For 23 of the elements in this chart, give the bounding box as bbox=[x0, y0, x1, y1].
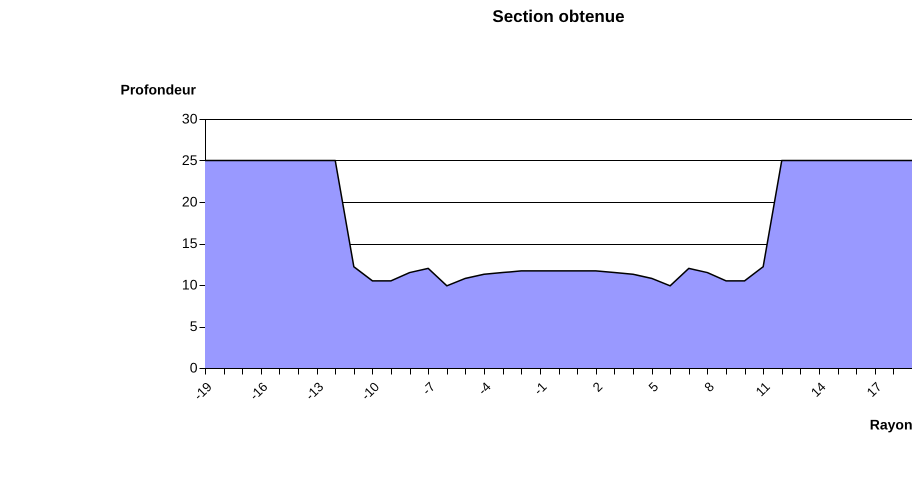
y-tick-label: 5 bbox=[190, 318, 198, 334]
x-tick-label: 14 bbox=[808, 379, 829, 400]
y-tick-label: 0 bbox=[190, 360, 198, 376]
chart-title: Section obtenue bbox=[492, 7, 625, 26]
x-tick-label: -1 bbox=[530, 379, 550, 398]
x-tick-label: -7 bbox=[419, 379, 438, 398]
x-axis-title: Rayon bbox=[870, 416, 912, 432]
y-tick-label: 20 bbox=[182, 194, 198, 210]
x-tick-label: -19 bbox=[190, 379, 215, 403]
x-tick-label: -4 bbox=[474, 379, 494, 398]
x-tick-label: -13 bbox=[302, 379, 326, 403]
x-tick-label: -16 bbox=[246, 379, 271, 403]
x-tick-label: 17 bbox=[864, 379, 884, 400]
x-tick-label: 2 bbox=[590, 379, 606, 395]
y-tick-label: 25 bbox=[182, 152, 198, 168]
y-tick-label: 10 bbox=[182, 276, 198, 292]
x-tick-label: 5 bbox=[645, 379, 662, 395]
y-tick-label: 15 bbox=[182, 235, 198, 251]
x-tick-label: -10 bbox=[358, 379, 382, 403]
x-tick-label: 8 bbox=[701, 379, 718, 395]
y-tick-label: 30 bbox=[182, 110, 198, 126]
y-axis-title: Profondeur bbox=[120, 82, 196, 98]
x-tick-label: 11 bbox=[752, 379, 773, 400]
